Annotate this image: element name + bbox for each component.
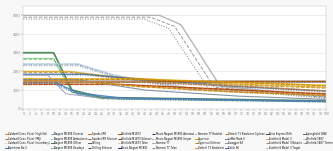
Legend: Caldwell Conv. Pistol (High Vel), Caldwell Conv. Pistol (FMJ), Caldwell Conv. Pi: Caldwell Conv. Pistol (High Vel), Caldwe… xyxy=(5,132,333,150)
